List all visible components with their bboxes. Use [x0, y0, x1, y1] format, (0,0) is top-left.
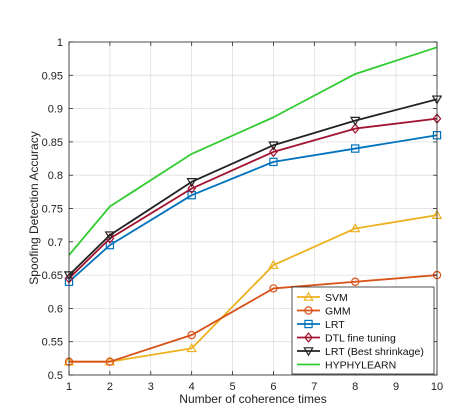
data-point-svm — [349, 223, 361, 233]
x-tick-label: 2 — [107, 381, 113, 393]
legend-box — [291, 286, 435, 375]
y-axis-label: Spoofing Detection Accuracy — [27, 131, 41, 284]
x-tick-label: 7 — [311, 381, 317, 393]
data-point-svm — [268, 259, 279, 269]
x-tick-label: 4 — [189, 381, 195, 393]
data-point-gmm — [187, 330, 196, 340]
series-layer — [63, 46, 443, 366]
data-point-gmm — [351, 277, 360, 286]
series-line-hyphylearn — [68, 46, 438, 256]
x-tick-label: 1 — [66, 381, 72, 393]
data-point-lrt-best-shrinkage — [186, 178, 197, 188]
y-tick-label: 0.5 — [48, 370, 63, 382]
legend-marker-dtl-fine-tuning — [304, 332, 313, 343]
x-tick-label: 6 — [270, 381, 276, 393]
data-point-lrt — [187, 190, 196, 200]
x-tick-label: 8 — [352, 381, 358, 393]
legend-label-dtl-fine-tuning: DTL fine tuning — [325, 332, 396, 344]
y-tick-label: 0.9 — [48, 104, 63, 116]
series-lrt — [64, 131, 442, 286]
legend-marker-lrt-best-shrinkage — [303, 347, 314, 357]
data-point-lrt — [105, 240, 115, 250]
data-point-dtl-fine-tuning — [187, 183, 197, 194]
legend-label-svm: SVM — [325, 292, 348, 304]
legend-label-hyphylearn: HYPHYLEARN — [325, 359, 396, 371]
x-tick-label: 3 — [148, 381, 154, 393]
legend-marker-gmm — [304, 306, 313, 315]
series-line-gmm — [69, 274, 438, 363]
data-point-lrt-best-shrinkage — [104, 231, 116, 241]
y-tick-label: 0.6 — [48, 303, 63, 315]
y-tick-label: 0.95 — [42, 70, 63, 82]
y-tick-label: 0.8 — [48, 170, 63, 182]
data-point-gmm — [269, 284, 278, 293]
x-axis-label: Number of coherence times — [179, 392, 326, 406]
x-tick-label: 10 — [431, 381, 443, 393]
data-point-dtl-fine-tuning — [350, 123, 360, 134]
data-point-lrt — [269, 157, 278, 167]
legend-label-lrt-best-shrinkage: LRT (Best shrinkage) — [325, 346, 424, 358]
data-point-lrt-best-shrinkage — [349, 116, 361, 127]
series-line-lrt — [68, 134, 438, 283]
legend-marker-svm — [303, 291, 314, 301]
x-tick-label: 9 — [393, 381, 399, 393]
series-line-lrt-best-shrinkage — [68, 98, 438, 276]
data-point-lrt-best-shrinkage — [268, 141, 279, 151]
series-hyphylearn — [68, 46, 438, 256]
y-tick-label: 1 — [57, 37, 63, 49]
y-tick-label: 0.7 — [48, 237, 63, 249]
axis-ticks: 1 2 3 4 5 6 7 8 9 10 0.5 0.55 0.6 0.65 0.7 0.75 0.8 0.85 0… — [42, 37, 444, 393]
data-point-svm — [186, 342, 197, 353]
legend-marker-lrt — [304, 319, 313, 329]
y-tick-label: 0.65 — [42, 270, 63, 282]
legend-label-gmm: GMM — [325, 305, 351, 317]
x-tick-label: 5 — [229, 381, 235, 393]
y-tick-label: 0.55 — [42, 337, 63, 349]
legend-label-lrt: LRT — [325, 319, 345, 331]
data-point-dtl-fine-tuning — [269, 146, 278, 158]
y-tick-label: 0.85 — [42, 137, 63, 149]
y-tick-label: 0.75 — [42, 204, 63, 216]
data-point-gmm — [105, 357, 115, 366]
series-line-dtl-fine-tuning — [68, 117, 438, 280]
data-point-lrt — [351, 144, 360, 153]
